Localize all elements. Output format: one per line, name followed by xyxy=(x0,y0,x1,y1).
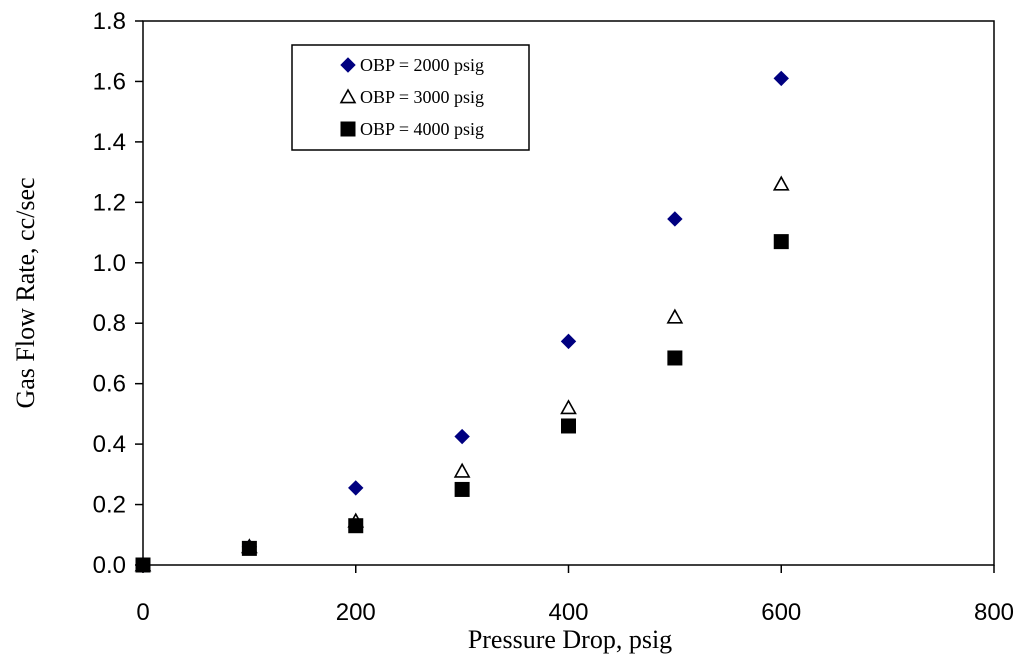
legend-marker xyxy=(340,121,356,137)
data-point xyxy=(667,350,683,366)
data-point xyxy=(241,540,257,556)
legend-item: OBP = 3000 psig xyxy=(339,87,484,107)
y-tick-label: 1.0 xyxy=(93,250,126,277)
legend-label: OBP = 4000 psig xyxy=(360,119,484,139)
data-point xyxy=(560,399,577,415)
x-axis-title: Pressure Drop, psig xyxy=(468,625,672,654)
x-tick-label: 200 xyxy=(336,599,376,626)
data-point xyxy=(348,518,364,534)
data-point xyxy=(773,70,789,87)
y-axis-title: Gas Flow Rate, cc/sec xyxy=(11,177,40,408)
x-tick-label: 400 xyxy=(548,599,588,626)
data-point xyxy=(773,234,789,250)
y-tick-label: 1.2 xyxy=(93,189,126,216)
data-point xyxy=(561,418,576,434)
x-tick-label: 600 xyxy=(761,599,801,626)
legend-marker xyxy=(340,57,356,73)
legend-item: OBP = 2000 psig xyxy=(340,55,484,75)
data-point xyxy=(772,175,790,191)
y-tick-label: 0.0 xyxy=(93,552,126,579)
y-tick-label: 1.6 xyxy=(93,68,126,95)
y-tick-label: 0.6 xyxy=(93,371,126,398)
series-3 xyxy=(135,234,789,573)
data-point xyxy=(135,557,151,573)
data-points xyxy=(134,70,790,573)
legend-item: OBP = 4000 psig xyxy=(340,119,484,139)
y-tick-label: 0.4 xyxy=(93,431,126,458)
plot-frame xyxy=(142,20,995,566)
y-tick-label: 0.8 xyxy=(93,310,126,337)
data-point xyxy=(560,333,577,350)
legend-label: OBP = 2000 psig xyxy=(360,55,484,75)
data-point xyxy=(667,211,683,227)
data-point xyxy=(348,480,364,496)
legend: OBP = 2000 psig OBP = 3000 psig OBP = 4000… xyxy=(291,44,530,151)
data-point xyxy=(454,481,470,497)
y-tick-label: 0.2 xyxy=(93,492,126,519)
x-axis-ticks: 0 200 400 600 800 xyxy=(136,565,1014,626)
y-tick-label: 1.4 xyxy=(93,129,126,156)
x-tick-label: 800 xyxy=(974,599,1014,626)
y-axis-ticks: 0.0 0.2 0.4 0.6 0.8 1.0 1.2 1.4 1.6 1.8 xyxy=(93,8,143,579)
data-point xyxy=(454,428,470,445)
legend-marker xyxy=(339,88,357,104)
plot-area xyxy=(142,20,995,566)
data-point xyxy=(453,462,471,478)
series-2 xyxy=(134,175,790,572)
legend-box xyxy=(291,44,530,151)
x-tick-label: 0 xyxy=(136,599,149,626)
legend-label: OBP = 3000 psig xyxy=(360,87,484,107)
y-tick-label: 1.8 xyxy=(93,8,126,35)
data-point xyxy=(666,308,684,324)
